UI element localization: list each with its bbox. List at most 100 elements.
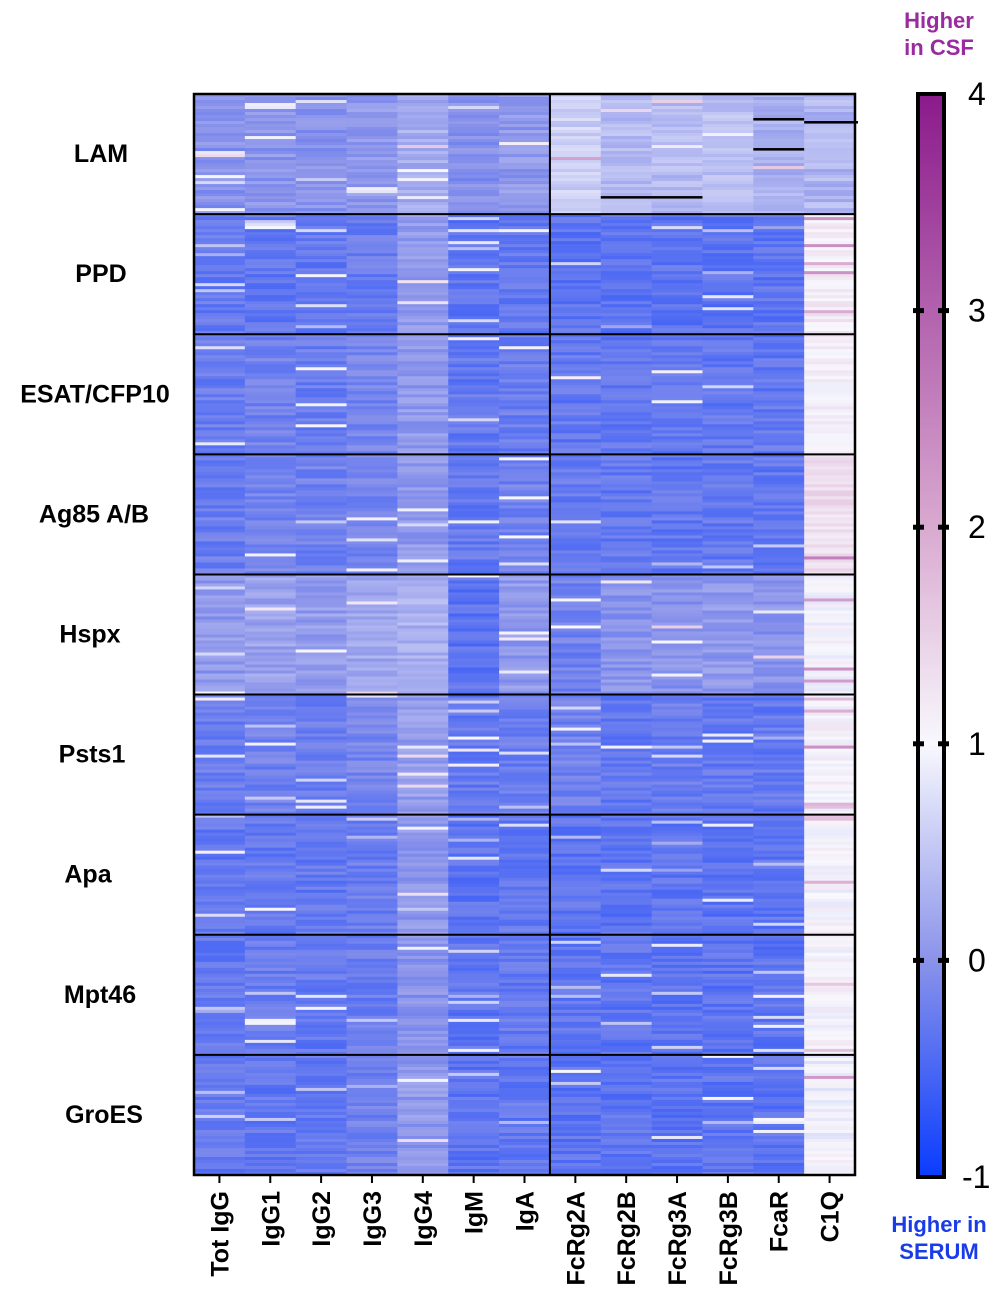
heatmap-cell	[448, 853, 500, 858]
heatmap-cell	[600, 535, 653, 540]
heatmap-cell	[448, 601, 500, 606]
heatmap-cell	[194, 802, 246, 807]
heatmap-cell	[448, 937, 500, 942]
heatmap-cell	[702, 904, 754, 909]
heatmap-cell	[499, 418, 551, 422]
heatmap-cell	[397, 202, 449, 206]
heatmap-cell	[651, 142, 704, 146]
heatmap-cell	[448, 859, 500, 864]
heatmap-cell	[346, 175, 398, 179]
heatmap-cell	[295, 1126, 348, 1131]
heatmap-cell	[804, 307, 856, 311]
heatmap-cell	[804, 469, 856, 473]
heatmap-cell	[346, 1168, 398, 1173]
heatmap-cell	[702, 484, 754, 488]
heatmap-cell	[295, 466, 348, 470]
heatmap-cell	[448, 967, 500, 972]
heatmap-cell	[804, 151, 856, 155]
heatmap-cell	[651, 334, 704, 338]
heatmap-cell	[499, 460, 551, 464]
heatmap-cell	[448, 559, 500, 564]
heatmap-cell	[753, 451, 805, 455]
heatmap-cell	[702, 547, 754, 552]
heatmap-cell	[651, 505, 704, 509]
heatmap-cell	[346, 796, 398, 801]
heatmap-cell	[295, 1108, 348, 1113]
heatmap-cell	[448, 1138, 500, 1143]
heatmap-cell	[702, 1045, 754, 1050]
heatmap-cell	[295, 115, 348, 119]
heatmap-cell	[295, 550, 348, 555]
heatmap-cell	[244, 808, 297, 813]
heatmap-cell	[244, 628, 297, 633]
heatmap-cell	[702, 436, 754, 440]
heatmap-cell	[651, 151, 704, 155]
heatmap-cell	[448, 325, 500, 329]
heatmap-cell	[244, 310, 297, 314]
heatmap-cell	[600, 637, 653, 642]
heatmap-cell	[194, 1024, 246, 1029]
heatmap-cell	[448, 757, 500, 762]
heatmap-cell	[448, 622, 500, 627]
heatmap-cell	[651, 214, 704, 218]
heatmap-cell	[346, 478, 398, 482]
heatmap-cell	[397, 445, 449, 449]
heatmap-cell	[804, 295, 856, 299]
heatmap-cell	[804, 793, 856, 798]
heatmap-cell	[753, 604, 805, 609]
heatmap-cell	[702, 898, 754, 903]
heatmap-cell	[804, 1012, 856, 1017]
heatmap-cell	[702, 562, 754, 567]
heatmap-cell	[702, 1060, 754, 1065]
heatmap-cell	[600, 379, 653, 383]
heatmap-cell	[397, 439, 449, 443]
heatmap-cell	[295, 835, 348, 840]
heatmap-cell	[549, 418, 602, 422]
heatmap-cell	[702, 799, 754, 804]
heatmap-cell	[194, 730, 246, 735]
heatmap-cell	[600, 382, 653, 386]
heatmap-cell	[702, 1036, 754, 1041]
heatmap-cell	[244, 763, 297, 768]
heatmap-cell	[651, 715, 704, 720]
heatmap-cell	[549, 622, 602, 627]
heatmap-cell	[549, 274, 602, 278]
heatmap-cell	[549, 985, 602, 990]
heatmap-cell	[549, 109, 602, 113]
heatmap-cell	[753, 187, 805, 191]
heatmap-cell	[804, 373, 856, 377]
heatmap-cell	[549, 757, 602, 762]
heatmap-cell	[397, 679, 449, 684]
heatmap-cell	[702, 934, 754, 939]
heatmap-cell	[295, 745, 348, 750]
heatmap-cell	[448, 616, 500, 621]
heatmap-cell	[651, 472, 704, 476]
heatmap-cell	[753, 544, 805, 549]
heatmap-cell	[397, 145, 449, 149]
heatmap-cell	[804, 112, 856, 116]
heatmap-cell	[499, 805, 551, 810]
heatmap-cell	[244, 565, 297, 570]
heatmap-cell	[804, 817, 856, 822]
heatmap-cell	[600, 649, 653, 654]
heatmap-cell	[346, 685, 398, 690]
heatmap-cell	[397, 1075, 449, 1080]
heatmap-cell	[651, 109, 704, 113]
heatmap-cell	[651, 952, 704, 957]
heatmap-cell	[295, 334, 348, 338]
heatmap-cell	[499, 742, 551, 747]
heatmap-cell	[651, 973, 704, 978]
heatmap-cell	[397, 448, 449, 452]
heatmap-cell	[804, 697, 856, 702]
heatmap-cell	[448, 265, 500, 269]
heatmap-cell	[244, 553, 297, 558]
heatmap-cell	[346, 769, 398, 774]
heatmap-cell	[804, 259, 856, 263]
heatmap-cell	[600, 883, 653, 888]
heatmap-cell	[753, 217, 805, 221]
heatmap-cell	[346, 487, 398, 491]
heatmap-cell	[702, 628, 754, 633]
heatmap-cell	[295, 721, 348, 726]
heatmap-cell	[346, 1021, 398, 1026]
heatmap-cell	[194, 376, 246, 380]
